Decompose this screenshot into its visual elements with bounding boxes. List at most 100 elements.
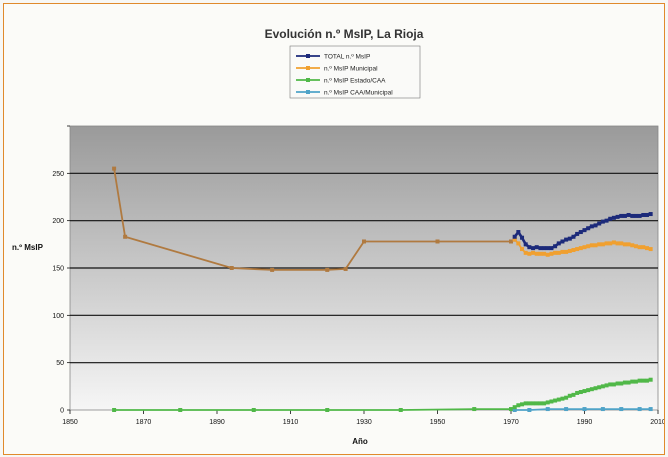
data-point — [589, 243, 594, 248]
data-point — [527, 251, 532, 256]
data-point — [123, 234, 128, 239]
y-tick-label: 250 — [52, 171, 64, 178]
data-point — [633, 213, 638, 218]
data-point — [523, 250, 528, 255]
data-point — [622, 242, 627, 247]
data-point — [641, 378, 646, 383]
data-point — [520, 247, 525, 252]
data-point — [619, 381, 624, 386]
data-point — [582, 245, 587, 250]
data-point — [575, 247, 580, 252]
data-point — [553, 398, 558, 403]
legend-marker — [306, 54, 310, 58]
x-tick-label: 1870 — [136, 419, 152, 426]
data-point — [325, 267, 330, 272]
data-point — [575, 390, 580, 395]
data-point — [112, 408, 117, 412]
y-axis-ticks: 0 50 100 150 200 250 — [52, 125, 70, 415]
data-point — [637, 407, 642, 412]
data-point — [520, 402, 525, 407]
data-point — [509, 407, 513, 412]
data-point — [641, 212, 646, 217]
data-point — [542, 401, 547, 406]
legend-label: TOTAL n.º MsIP — [324, 54, 370, 61]
data-point — [611, 215, 616, 220]
series-line — [114, 408, 511, 411]
data-point — [516, 230, 521, 235]
data-point — [523, 401, 528, 406]
data-point — [582, 389, 587, 394]
data-point — [637, 245, 642, 250]
data-point — [644, 212, 649, 217]
data-point — [567, 236, 572, 241]
data-point — [615, 381, 620, 386]
data-point — [571, 392, 576, 397]
x-tick-label: 1910 — [283, 419, 299, 426]
data-point — [586, 388, 591, 393]
data-point — [534, 245, 539, 250]
data-point — [600, 242, 605, 247]
data-point — [622, 213, 627, 218]
data-point — [600, 384, 605, 389]
series-layer — [112, 166, 653, 412]
x-tick-label: 1990 — [577, 419, 593, 426]
series-line — [113, 168, 516, 271]
data-point — [564, 395, 569, 400]
data-point — [619, 407, 624, 412]
y-tick-label: 100 — [52, 313, 64, 320]
data-point — [593, 243, 598, 248]
data-point — [270, 267, 275, 272]
data-point — [531, 401, 536, 406]
data-point — [520, 235, 525, 240]
data-point — [597, 221, 602, 226]
y-tick-label: 0 — [60, 408, 64, 415]
data-point — [251, 408, 256, 412]
data-point — [593, 223, 598, 228]
y-axis-label: n.º MsIP — [12, 243, 44, 252]
legend-marker — [306, 66, 310, 70]
data-point — [549, 399, 554, 404]
data-point — [516, 403, 521, 408]
data-point — [648, 247, 653, 252]
data-point — [626, 212, 631, 217]
legend-label: n.º MsIP Estado/CAA — [324, 78, 386, 85]
x-tick-label: 1890 — [209, 419, 225, 426]
data-point — [556, 241, 561, 246]
x-tick-label: 2010 — [650, 419, 664, 426]
data-point — [604, 241, 609, 246]
data-point — [604, 383, 609, 388]
data-point — [545, 400, 550, 405]
data-point — [637, 378, 642, 383]
data-point — [553, 250, 558, 255]
data-point — [516, 241, 521, 246]
data-point — [178, 408, 183, 412]
data-point — [626, 380, 631, 385]
data-point — [611, 240, 616, 245]
data-point — [611, 382, 616, 387]
data-point — [549, 251, 554, 256]
data-point — [571, 248, 576, 253]
gridlines — [70, 172, 658, 364]
data-point — [560, 396, 565, 401]
data-point — [619, 213, 624, 218]
data-point — [512, 237, 517, 242]
data-point — [534, 401, 539, 406]
data-point — [556, 397, 561, 402]
line-chart: Evolución n.º MsIP, La Rioja TOTAL n.º M… — [12, 27, 664, 446]
data-point — [549, 246, 554, 251]
data-point — [325, 408, 330, 412]
data-point — [538, 251, 543, 256]
data-point — [362, 239, 366, 244]
data-point — [615, 241, 620, 246]
data-point — [608, 216, 613, 221]
data-point — [567, 393, 572, 398]
data-point — [538, 401, 543, 406]
data-point — [608, 241, 613, 246]
data-point — [644, 246, 649, 251]
data-point — [229, 266, 234, 270]
data-point — [564, 407, 569, 412]
data-point — [648, 212, 653, 217]
legend-marker — [306, 78, 310, 82]
data-point — [578, 230, 583, 235]
data-point — [527, 245, 532, 250]
